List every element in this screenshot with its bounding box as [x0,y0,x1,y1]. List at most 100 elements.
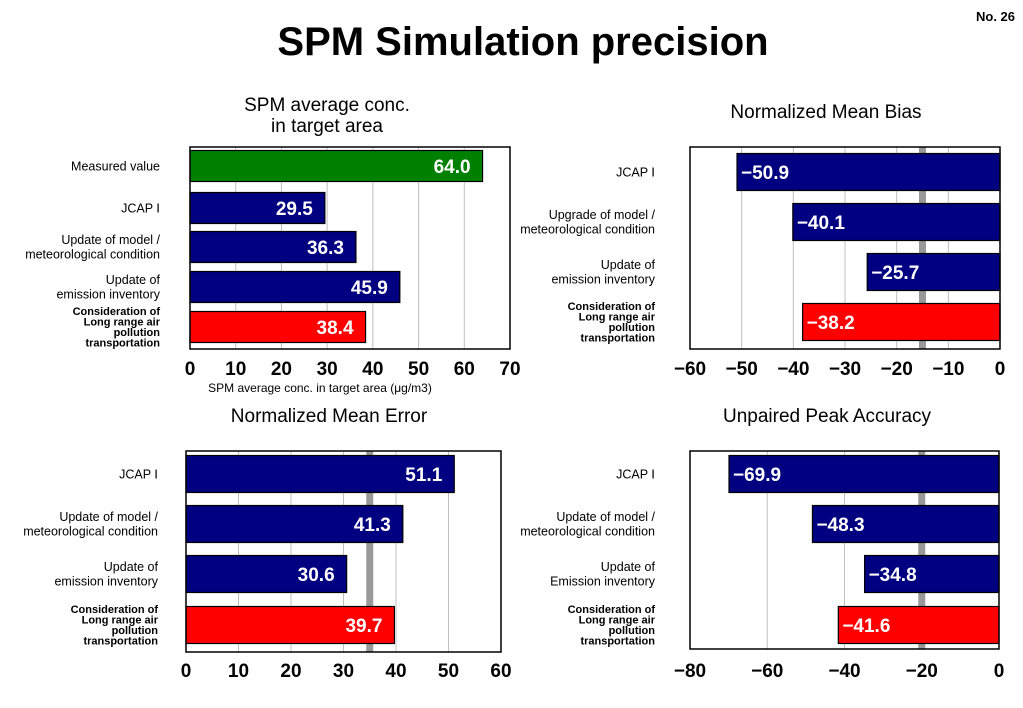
category-label-line: pollution [112,625,159,637]
chart-title-line: Normalized Mean Error [231,406,428,427]
chart-title: Normalized Mean Error [231,406,428,427]
bar [728,454,1000,494]
chart-2: Normalized Mean Bias −50.9 JCAP Ⅰ −40.1 Upgr… [520,102,1005,380]
value-label: −34.8 [869,565,917,586]
value-label: 64.0 [434,157,471,178]
category-label: Update of emission inventory [551,258,655,287]
plot-border [689,450,1000,650]
value-label: 45.9 [351,278,388,299]
chart-title-line: SPM average conc. [244,95,410,116]
tick-label: 0 [994,661,1005,682]
tick-label: 60 [454,359,475,380]
category-label-line: JCAP Ⅰ [121,201,160,215]
category-label-line: Update of model / [556,510,655,524]
category-label-line: transportation [83,636,158,648]
category-label: Update of model / meteorological conditio… [23,510,158,539]
chart-title-line: Unpaired Peak Accuracy [723,406,932,427]
bar [189,270,401,304]
chart-4: Unpaired Peak Accuracy −69.9 JCAP Ⅰ −48.3 Up… [520,406,1004,682]
tick-label: −20 [906,661,938,682]
bar [802,302,1001,342]
plot-border [689,146,1001,350]
category-label-line: pollution [114,327,161,339]
category-label-line: Measured value [71,159,160,173]
tick-label: 30 [333,661,354,682]
chart-title-line: in target area [271,116,383,137]
category-label-line: meteorological condition [23,525,158,539]
category-label-line: Long range air [82,615,159,627]
category-label: Consideration of Long range air pollution t… [568,301,656,345]
tick-label: 40 [362,359,383,380]
chart-title-line: Normalized Mean Bias [730,102,921,123]
category-label: Consideration of Long range air pollution t… [73,306,161,350]
tick-label: −10 [932,359,964,380]
chart-title: SPM average conc. in target area [244,95,410,137]
bar [736,152,1001,192]
tick-label: −30 [829,359,861,380]
tick-label: 10 [228,661,249,682]
tick-label: 30 [317,359,338,380]
category-label: JCAP Ⅰ [121,201,160,215]
category-label-line: Long range air [84,317,161,329]
category-label-line: pollution [609,322,656,334]
tick-label: −80 [674,661,706,682]
tick-label: −40 [828,661,860,682]
category-label-line: pollution [609,625,656,637]
category-label-line: meteorological condition [25,248,160,262]
bar [866,252,1001,292]
category-label-line: Upgrade of model / [549,208,656,222]
tick-label: −60 [674,359,706,380]
category-label-line: Long range air [579,615,656,627]
bar [811,504,1000,544]
value-label: 29.5 [276,199,313,220]
bar [185,554,348,594]
tick-label: 0 [185,359,196,380]
chart-title: Normalized Mean Bias [730,102,921,123]
tick-label: 10 [225,359,246,380]
category-label-line: transportation [85,338,160,350]
tick-label: 0 [181,661,192,682]
tick-label: −20 [881,359,913,380]
chart-3: Normalized Mean Error 51.1 JCAP Ⅰ 41.3 Updat… [23,406,511,682]
category-label-line: JCAP Ⅰ [616,467,655,481]
category-label-line: Update of model / [61,233,160,247]
category-label-line: transportation [580,333,655,345]
plot-border [189,146,511,350]
category-label-line: Consideration of [568,301,656,313]
tick-label: 60 [490,661,511,682]
x-axis-label: SPM average conc. in target area (μg/m3) [208,381,432,395]
tick-label: 0 [995,359,1006,380]
tick-label: 50 [408,359,429,380]
category-label-line: JCAP Ⅰ [119,467,158,481]
tick-label: 50 [438,661,459,682]
value-label: −25.7 [871,263,919,284]
value-label: 38.4 [317,318,354,339]
tick-label: 40 [385,661,406,682]
value-label: −38.2 [807,313,855,334]
category-label-line: Long range air [579,312,656,324]
value-label: 39.7 [345,616,382,637]
category-label: Update of model / meteorological conditio… [25,233,160,262]
value-label: −50.9 [741,163,789,184]
category-label-line: Consideration of [71,604,159,616]
value-label: −48.3 [816,515,864,536]
value-label: −69.9 [733,465,781,486]
tick-label: 20 [271,359,292,380]
plot-border [185,450,502,653]
category-label: Update of emission inventory [54,560,158,589]
category-label-line: JCAP Ⅰ [616,165,655,179]
tick-label: −50 [726,359,758,380]
category-label: JCAP Ⅰ [616,165,655,179]
bar [185,605,396,645]
category-label: Upgrade of model / meteorological conditi… [520,208,655,237]
category-label: Consideration of Long range air pollution t… [71,604,159,648]
bar [863,554,1000,594]
category-label: Update of model / meteorological conditio… [520,510,655,539]
value-label: 30.6 [298,565,335,586]
tick-label: −60 [751,661,783,682]
page-title: SPM Simulation precision [277,20,769,64]
category-label-line: Update of [601,560,656,574]
category-label: Update of emission inventory [56,273,160,302]
bar [189,310,367,344]
